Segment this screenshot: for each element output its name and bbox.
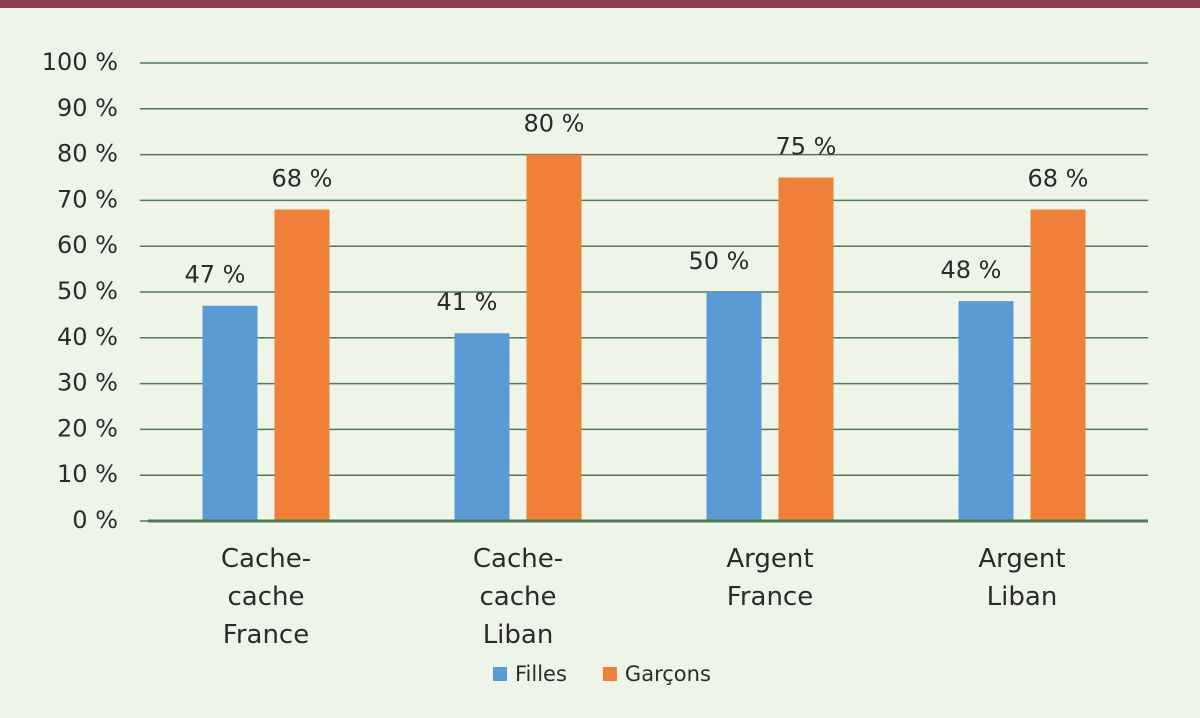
y-tick-label: 20 % [57,414,118,442]
bar [706,292,762,521]
bar [454,333,510,521]
value-label: 68 % [1028,165,1089,193]
value-label: 47 % [185,261,246,289]
y-tick-label: 30 % [57,369,118,397]
y-tick-label: 60 % [57,231,118,259]
bar [958,301,1014,521]
value-label: 80 % [524,110,585,138]
legend-swatch [493,667,507,681]
bar [778,177,834,521]
y-tick-label: 80 % [57,140,118,168]
legend-label: Filles [515,662,567,686]
x-tick-label: Argent France [726,544,814,612]
x-tick-label: Cache-cache France [220,544,312,650]
y-tick-label: 90 % [57,94,118,122]
bar [274,209,330,521]
legend-label: Garçons [625,662,711,686]
bar [1030,209,1086,521]
legend-swatch [602,667,617,681]
y-tick-label: 100 % [42,48,118,76]
value-label: 68 % [272,165,333,193]
bar [526,154,582,521]
y-tick-label: 0 % [72,506,118,534]
bar [202,305,258,521]
y-tick-label: 70 % [57,185,118,213]
y-tick-label: 40 % [57,323,118,351]
y-tick-label: 10 % [57,460,118,488]
value-label: 41 % [437,288,498,316]
y-tick-label: 50 % [57,277,118,305]
value-label: 75 % [776,133,837,161]
x-tick-label: Cache-cache Liban [472,544,564,650]
value-label: 48 % [941,256,1002,284]
value-label: 50 % [689,247,750,275]
top-border [0,0,1200,8]
x-tick-label: Argent Liban [978,544,1066,612]
